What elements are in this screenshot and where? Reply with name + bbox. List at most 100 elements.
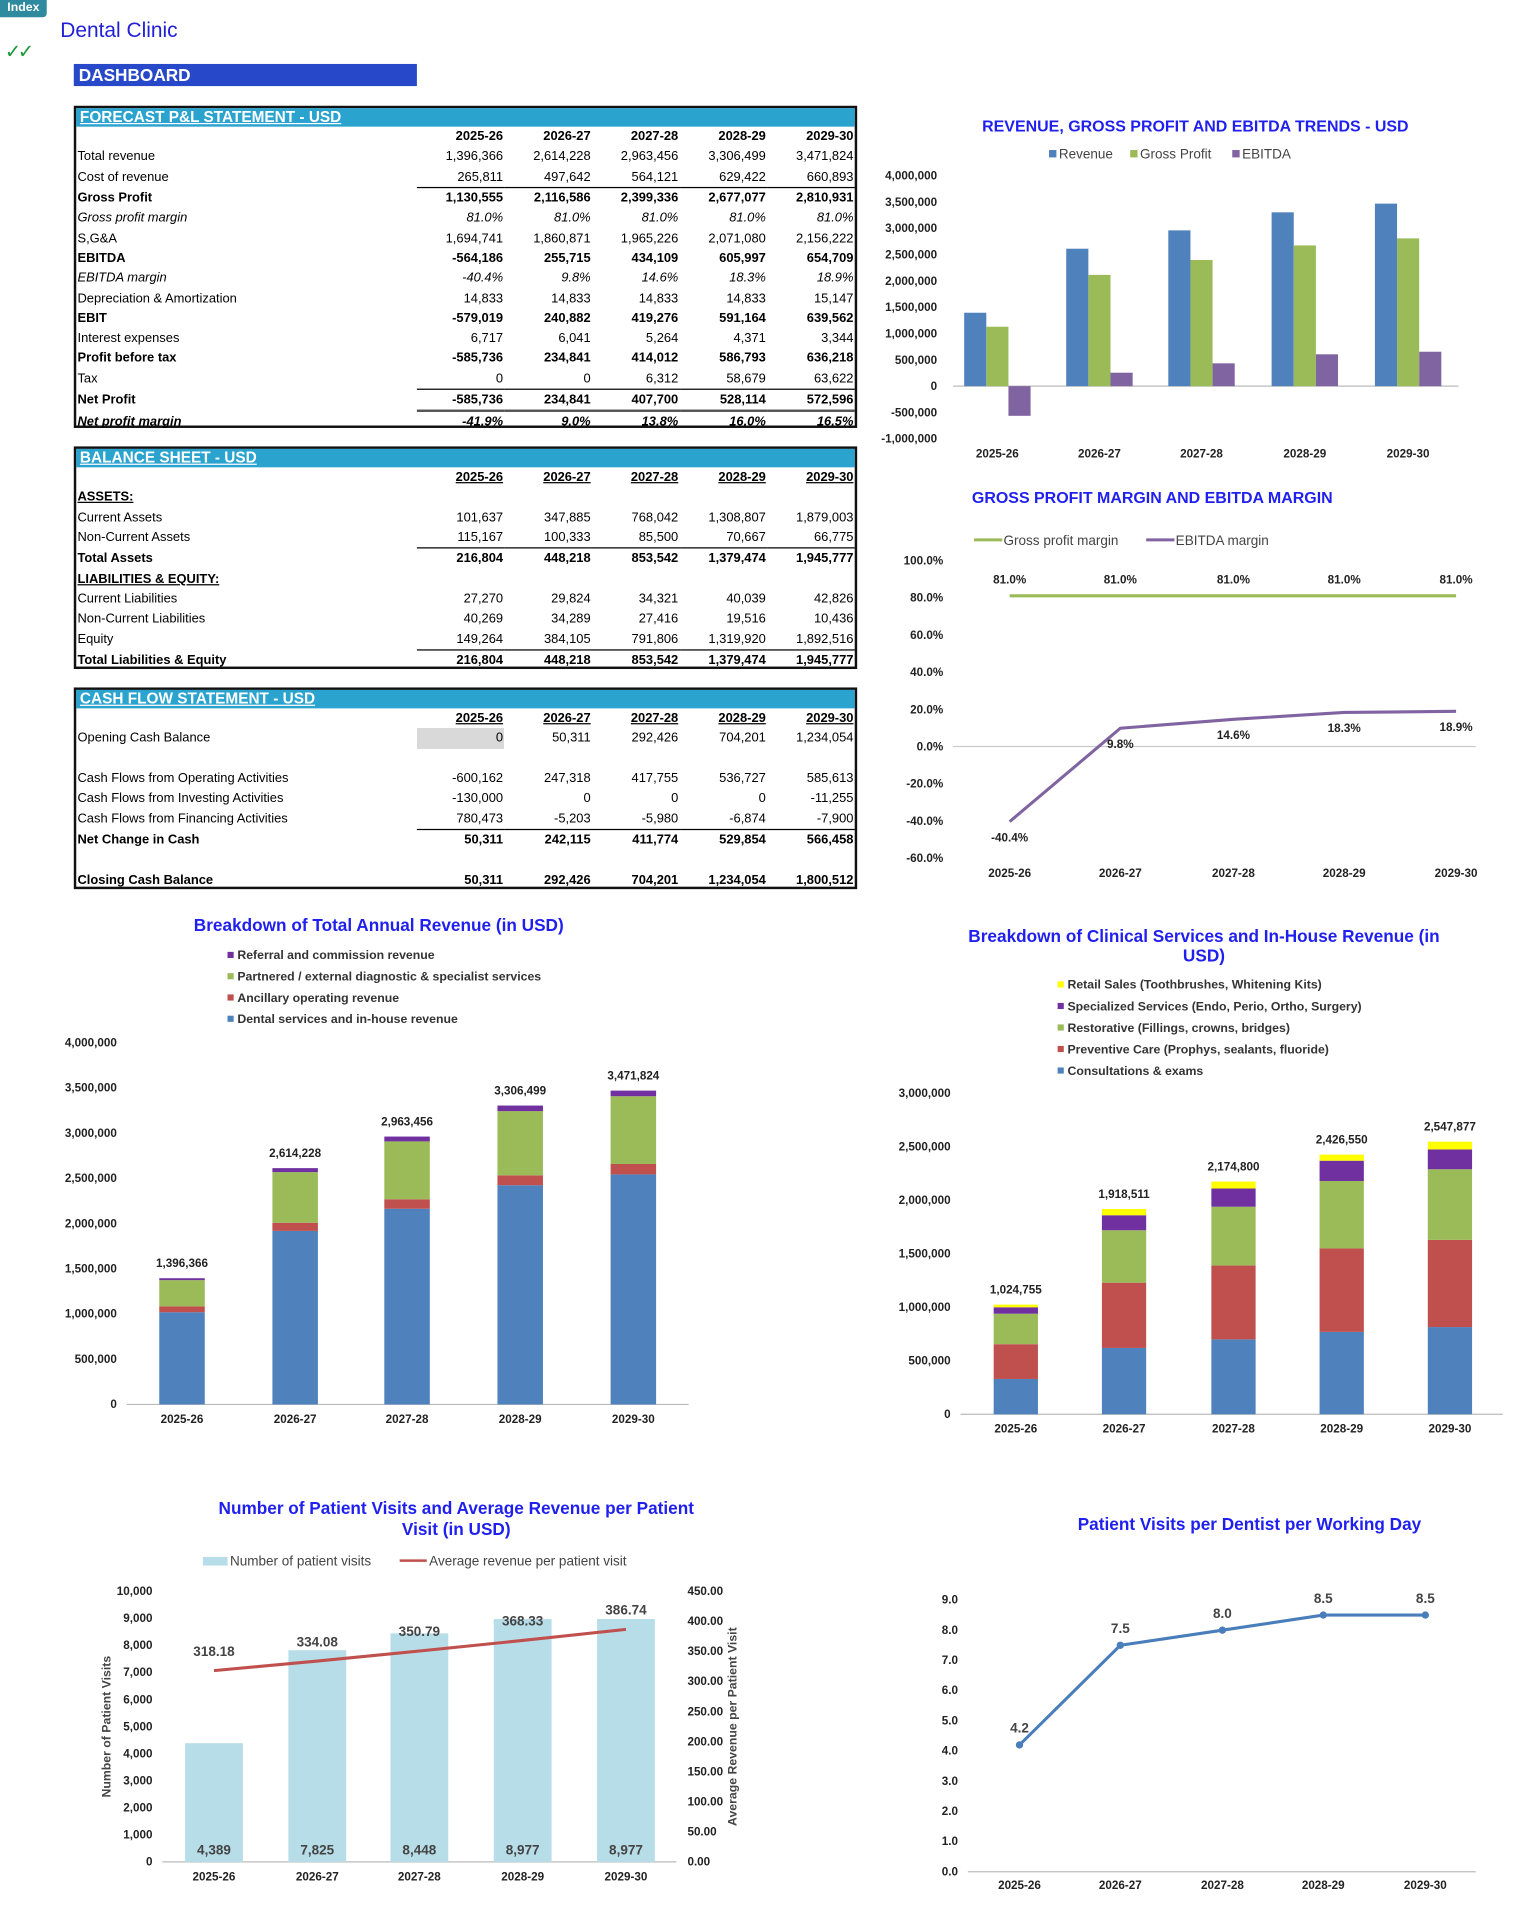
stacked-bar-segment bbox=[497, 1175, 543, 1186]
y-axis-tick-label: 2.0 bbox=[942, 1805, 959, 1818]
row-value: 50,311 bbox=[464, 872, 504, 888]
x-axis-category-label: 2029-30 bbox=[1429, 1423, 1472, 1436]
y-axis-tick-label: 100.0% bbox=[904, 554, 944, 567]
row-value: 27,416 bbox=[638, 611, 679, 627]
y-axis-tick-label: 450.00 bbox=[687, 1585, 723, 1598]
x-axis-category-label: 2025-26 bbox=[998, 1879, 1041, 1892]
balance-grid: 2025-26 2026-27 2027-28 2028-29 2029-30 ASSET… bbox=[76, 467, 855, 671]
table-row: Net Change in Cash 50,311 242,115 411,774 52… bbox=[76, 828, 855, 850]
row-value: 591,164 bbox=[719, 310, 766, 326]
row-value: -5,203 bbox=[554, 811, 591, 826]
stacked-bar-segment bbox=[993, 1344, 1038, 1379]
x-axis-category-label: 2025-26 bbox=[161, 1413, 204, 1426]
row-value: 497,642 bbox=[543, 169, 591, 185]
row-value: 240,882 bbox=[543, 310, 591, 326]
line-avg-revenue bbox=[213, 1627, 627, 1673]
y-axis-tick-label: 6.0 bbox=[942, 1684, 959, 1697]
row-value: 347,885 bbox=[543, 510, 591, 525]
stacked-bar-segment bbox=[993, 1378, 1038, 1415]
stacked-bar-segment bbox=[610, 1096, 657, 1164]
y-axis-title: Number of Patient Visits bbox=[100, 1656, 114, 1798]
data-label: 8.5 bbox=[1314, 1591, 1333, 1606]
table-row: Profit before tax -585,736 234,841 414,012 5… bbox=[76, 348, 854, 368]
row-value: 2,810,931 bbox=[767, 186, 855, 209]
y-axis-tick-label: 100.00 bbox=[687, 1795, 723, 1808]
legend-swatch bbox=[227, 951, 234, 959]
bar-gross-profit bbox=[1088, 274, 1111, 387]
row-value: -585,736 bbox=[452, 350, 504, 366]
row-value: 636,218 bbox=[806, 350, 854, 366]
y-axis-tick-label: 8,000 bbox=[123, 1639, 153, 1652]
y-axis-tick-label: 2,000,000 bbox=[899, 1194, 951, 1207]
row-value[interactable]: 0 bbox=[416, 728, 505, 749]
row-label: Cash Flows from Investing Activities bbox=[77, 791, 284, 806]
x-axis-category-label: 2028-29 bbox=[1283, 447, 1326, 460]
index-tab-button[interactable]: Index bbox=[0, 0, 47, 18]
x-axis-category-label: 2025-26 bbox=[193, 1870, 236, 1883]
row-value: 1,308,807 bbox=[708, 510, 766, 525]
row-label: Interest expenses bbox=[77, 330, 180, 346]
stacked-bar-segment bbox=[1319, 1248, 1364, 1332]
data-label: 8.0 bbox=[1213, 1606, 1232, 1621]
y-axis-tick-label: 2,500,000 bbox=[65, 1172, 117, 1185]
legend-label: Retail Sales (Toothbrushes, Whitening Ki… bbox=[1067, 978, 1321, 992]
row-value: 660,893 bbox=[806, 169, 854, 185]
table-row: EBIT -579,019 240,882 419,276 591,164 639,562 bbox=[76, 308, 854, 328]
y-axis-tick-label: 2,500,000 bbox=[885, 249, 937, 262]
row-label: Total Liabilities & Equity bbox=[77, 652, 227, 668]
table-row: Net profit margin -41.9% 9.0% 13.8% 16.0% 16.… bbox=[76, 409, 855, 433]
y-axis-tick-label: 20.0% bbox=[910, 703, 944, 716]
y-axis-tick-label: 40.0% bbox=[910, 666, 944, 679]
row-label: Total revenue bbox=[77, 149, 156, 165]
table-row: Depreciation & Amortization 14,833 14,833 1… bbox=[76, 288, 854, 308]
bar-patient-visits bbox=[288, 1650, 347, 1862]
stacked-bar-segment bbox=[1427, 1327, 1473, 1415]
stacked-bar-segment bbox=[1427, 1169, 1473, 1240]
data-point-marker bbox=[1218, 1626, 1227, 1634]
y-axis-tick-label: 1,500,000 bbox=[885, 301, 937, 314]
row-value: 605,997 bbox=[719, 250, 766, 266]
row-value: 791,806 bbox=[631, 631, 679, 647]
bar-data-label: 4,389 bbox=[197, 1843, 231, 1858]
data-label: 81.0% bbox=[1440, 574, 1474, 587]
bar-gross-profit bbox=[986, 326, 1009, 387]
y-axis-tick-label: 6,000 bbox=[123, 1693, 153, 1706]
table-row: Total Assets 216,804 448,218 853,542 1,379,4… bbox=[76, 547, 855, 569]
table-row: S,G&A 1,694,741 1,860,871 1,965,226 2,071,08… bbox=[76, 228, 854, 248]
x-axis-category-label: 2029-30 bbox=[1435, 867, 1478, 880]
data-label: 9.8% bbox=[1107, 738, 1134, 751]
data-label: 81.0% bbox=[1104, 574, 1138, 587]
row-value: 639,562 bbox=[806, 310, 854, 326]
balance-title: BALANCE SHEET - USD bbox=[79, 448, 257, 467]
x-axis-category-label: 2028-29 bbox=[1320, 1423, 1363, 1436]
table-row: Tax 0 0 6,312 58,679 63,622 bbox=[76, 368, 854, 389]
data-point-marker bbox=[1015, 1741, 1024, 1749]
stacked-bar-segment bbox=[1211, 1339, 1256, 1415]
y-axis-tick-label: 9,000 bbox=[123, 1612, 153, 1625]
bar-ebitda bbox=[1110, 372, 1133, 387]
row-value: 81.0% bbox=[554, 210, 591, 226]
row-value: 66,775 bbox=[813, 530, 854, 545]
year-header-row: 2025-26 2026-27 2027-28 2028-29 2029-30 bbox=[76, 127, 854, 147]
table-row: EBITDA margin -40.4% 9.8% 14.6% 18.3% 18.9% bbox=[76, 268, 854, 288]
legend-label: Gross Profit bbox=[1140, 147, 1212, 162]
y-axis-tick-label: 3,500,000 bbox=[65, 1082, 117, 1095]
total-data-label: 2,426,550 bbox=[1316, 1134, 1368, 1147]
row-value: 247,318 bbox=[543, 771, 591, 786]
row-value: 63,622 bbox=[813, 371, 854, 386]
row-value: 234,841 bbox=[504, 388, 592, 411]
year-header: 2026-27 bbox=[543, 710, 591, 726]
stacked-bar-segment bbox=[159, 1278, 205, 1281]
y-axis-tick-label: 1.0 bbox=[942, 1835, 959, 1848]
legend-swatch bbox=[227, 1015, 234, 1022]
data-label: 14.6% bbox=[1217, 729, 1251, 742]
y-axis-tick-label: 8.0 bbox=[942, 1624, 959, 1637]
row-value: 242,115 bbox=[504, 828, 592, 850]
y-axis-tick-label: -1,000,000 bbox=[881, 433, 937, 446]
stacked-bar-segment bbox=[610, 1163, 657, 1175]
row-value: 216,804 bbox=[416, 648, 505, 671]
y-axis-tick-label: 0 bbox=[110, 1398, 117, 1411]
row-value: 448,218 bbox=[504, 648, 592, 671]
row-value: 216,804 bbox=[416, 547, 505, 569]
row-value: 81.0% bbox=[641, 210, 679, 226]
